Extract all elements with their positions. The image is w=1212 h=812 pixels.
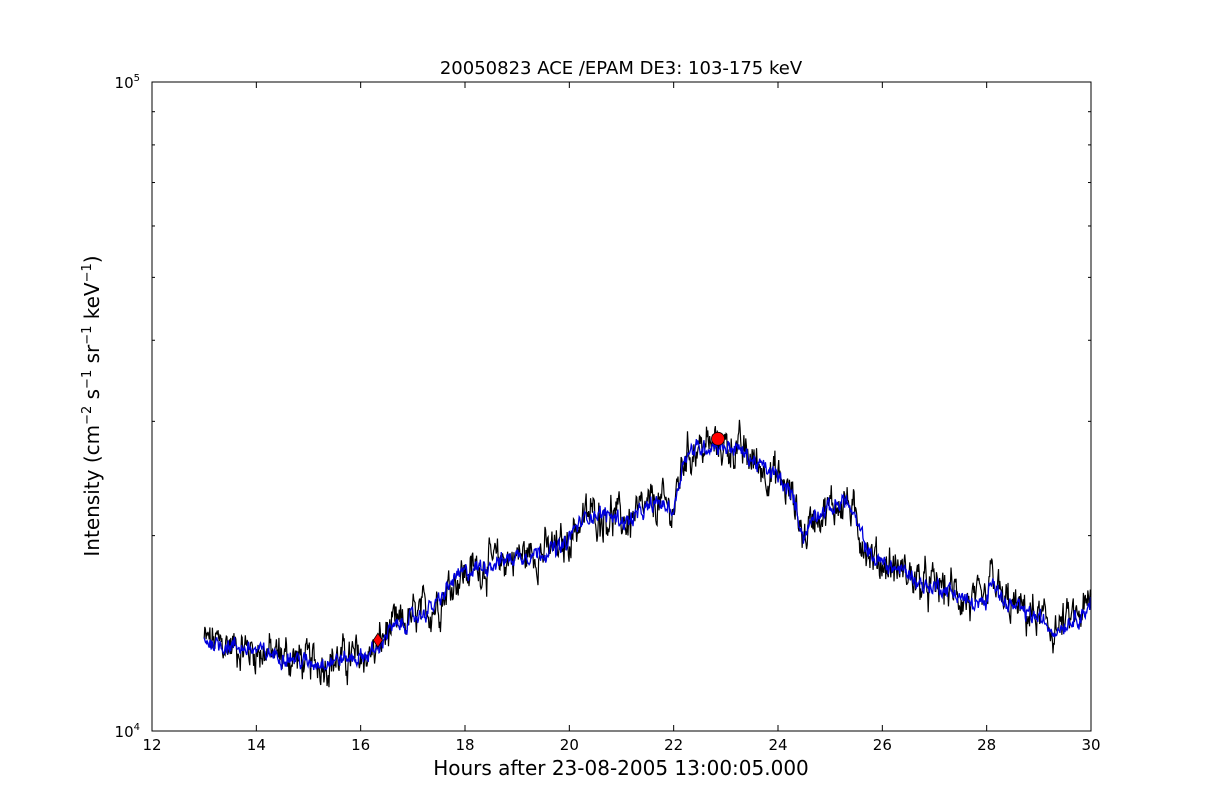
x-tick-label: 30: [1081, 736, 1100, 754]
x-tick-label: 28: [977, 736, 996, 754]
chart-title: 20050823 ACE /EPAM DE3: 103-175 keV: [440, 58, 803, 79]
x-tick-label: 24: [768, 736, 787, 754]
y-tick-label: 105: [115, 73, 140, 92]
series-line-2: [203, 437, 1092, 671]
x-tick-label: 16: [351, 736, 370, 754]
x-tick-label: 12: [142, 736, 161, 754]
x-tick-label: 14: [247, 736, 266, 754]
x-tick-label: 18: [455, 736, 474, 754]
onset-marker: [372, 632, 383, 648]
x-tick-label: 26: [873, 736, 892, 754]
plot-frame: [151, 81, 1092, 732]
y-tick-label: 104: [115, 722, 140, 741]
x-tick-label: 22: [664, 736, 683, 754]
y-axis: 104 105: [115, 73, 1091, 741]
series-line-1: [203, 419, 1092, 688]
x-axis: 12 14 16 18 20 22 24 26 28 30: [142, 82, 1101, 754]
plot-area: [203, 419, 1092, 688]
y-axis-label: Intensity (cm−2 s−1 sr−1 keV−1): [80, 255, 104, 556]
x-axis-label: Hours after 23-08-2005 13:00:05.000: [433, 756, 809, 780]
x-tick-label: 20: [560, 736, 579, 754]
peak-marker: [711, 431, 725, 446]
